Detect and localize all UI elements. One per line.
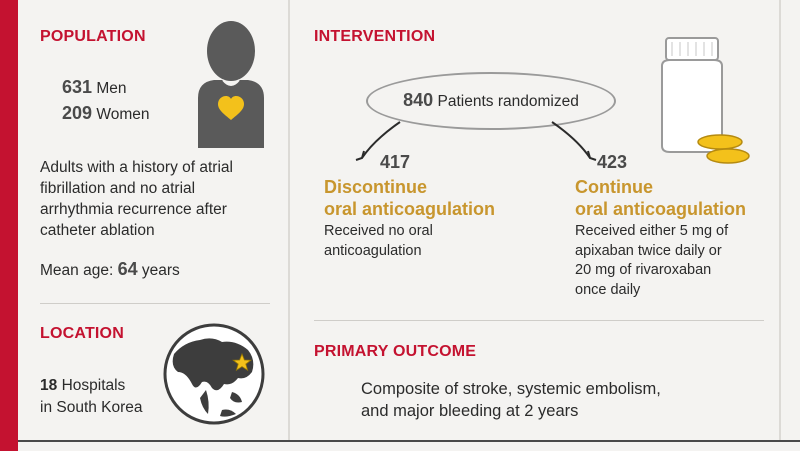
mean-age-label: Mean age: [40,262,114,279]
pill-bottle-icon [661,37,750,164]
discontinue-title-line2: oral anticoagulation [324,199,496,219]
primary-outcome-text: Composite of stroke, systemic embolism, … [361,378,661,422]
description-line: arrhythmia recurrence after [40,201,227,218]
population-heading: POPULATION [40,28,146,45]
hospital-label: Hospitals [61,377,126,394]
hospital-count-line: 18 Hospitals [40,375,125,396]
continue-description: Received either 5 mg of apixaban twice d… [575,222,728,300]
discontinue-desc-line: Received no oral [324,223,433,239]
continue-title-line2: oral anticoagulation [575,199,747,219]
randomized-count: 840 [403,90,434,110]
right-divider [779,0,781,440]
intervention-heading: INTERVENTION [314,28,436,45]
branch-arrows [355,121,597,161]
women-count: 209 [62,103,93,123]
population-description: Adults with a history of atrial fibrilla… [40,157,233,241]
randomized-text: Patients randomized [437,93,579,110]
discontinue-description: Received no oral anticoagulation [324,222,433,261]
description-line: Adults with a history of atrial [40,159,233,176]
primary-outcome-heading: PRIMARY OUTCOME [314,343,477,360]
randomized-ellipse [366,72,616,130]
column-divider [288,0,290,440]
continue-count: 423 [597,152,628,172]
men-label: Men [96,80,127,97]
description-line: fibrillation and no atrial [40,180,196,197]
women-label: Women [96,106,150,123]
discontinue-count: 417 [380,152,411,172]
continue-desc-line: 20 mg of rivaroxaban [575,262,712,278]
person-icon [198,21,264,148]
globe-icon [163,323,265,425]
discontinue-desc-line: anticoagulation [324,242,422,259]
outcome-line: Composite of stroke, systemic embolism, [361,380,661,398]
outcome-line: and major bleeding at 2 years [361,402,579,420]
continue-desc-line: once daily [575,281,641,298]
men-stat: 631 Men [62,77,127,99]
mean-age: Mean age: 64 years [40,259,180,281]
hospital-count: 18 [40,377,58,394]
randomized-label: 840 Patients randomized [366,90,616,111]
discontinue-title-line1: Discontinue [324,177,428,197]
section-divider [40,303,270,304]
mean-age-unit: years [141,262,180,279]
description-line: catheter ablation [40,222,155,239]
continue-desc-line: apixaban twice daily or [575,242,722,259]
mean-age-value: 64 [117,259,138,279]
women-stat: 209 Women [62,103,149,125]
continue-desc-line: Received either 5 mg of [575,223,729,239]
location-place: in South Korea [40,399,143,416]
men-count: 631 [62,77,93,97]
accent-bar [0,0,18,451]
location-heading: LOCATION [40,325,124,342]
section-divider [314,320,764,321]
bottom-rule [18,440,800,442]
continue-title-line1: Continue [575,177,653,197]
